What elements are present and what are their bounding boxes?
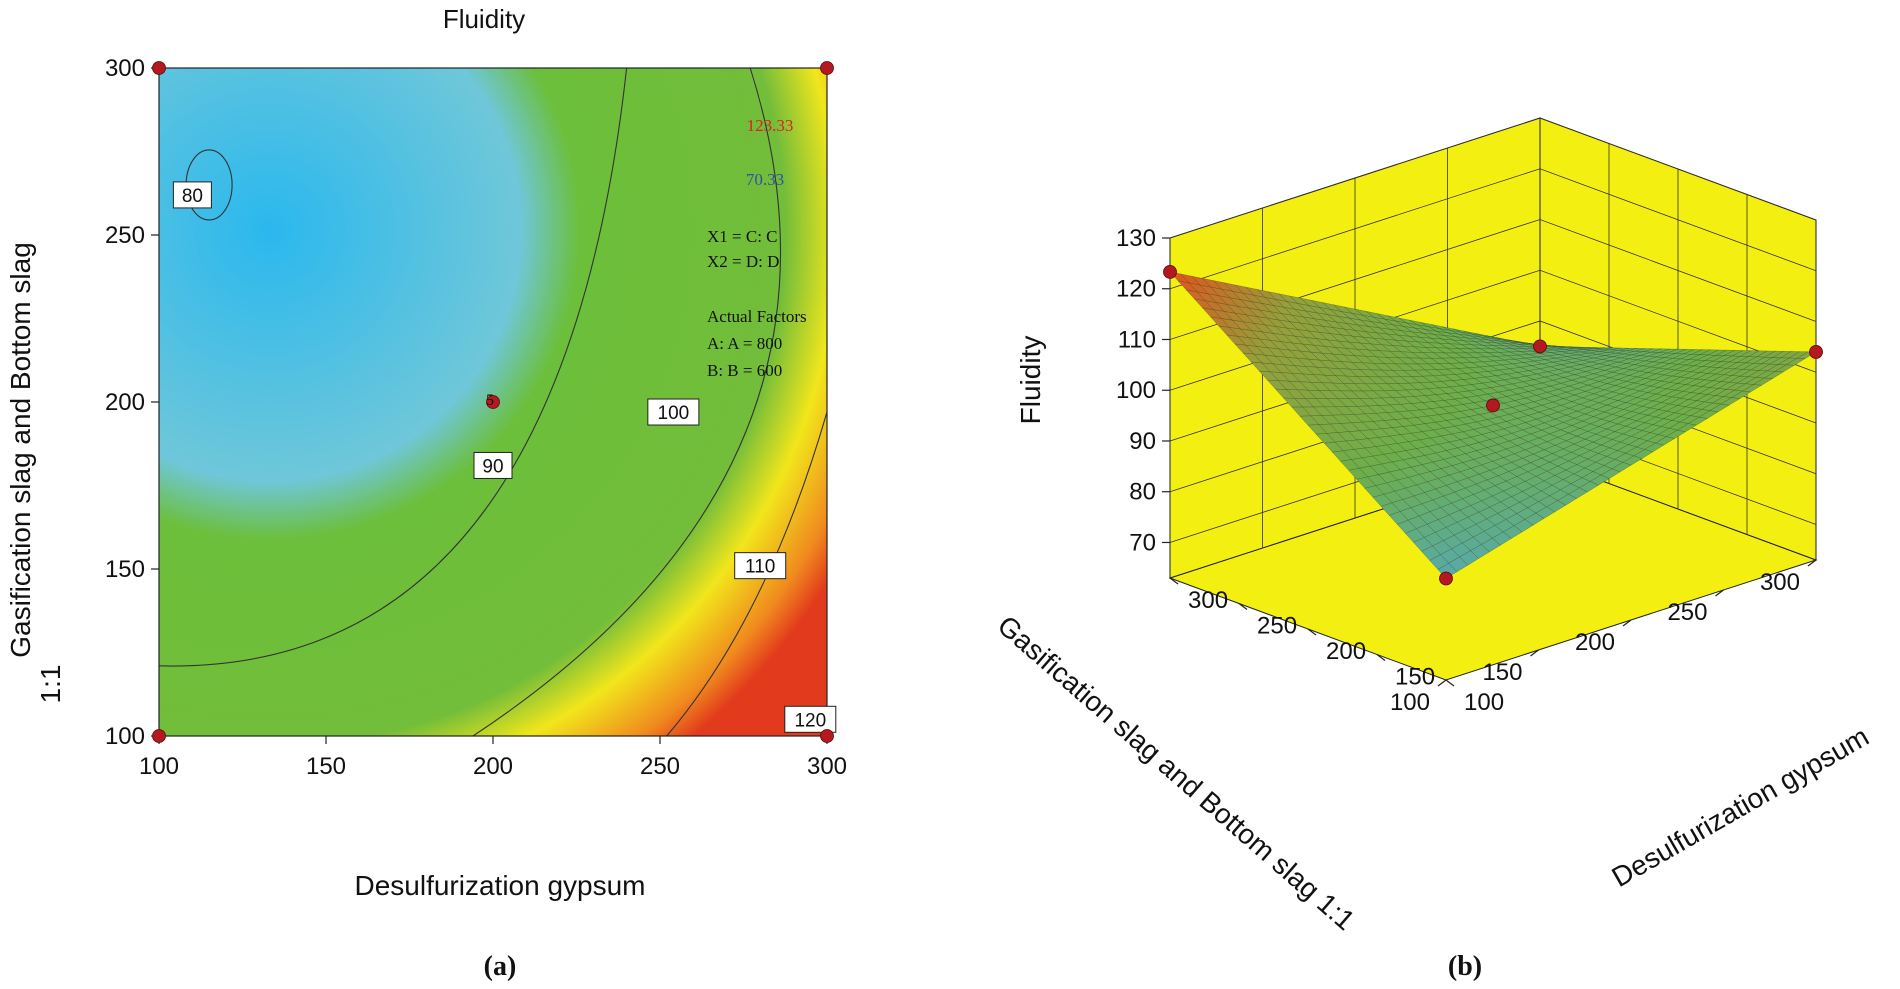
surface-plot: 7080901001101201301001502002503001001502… (992, 117, 1874, 936)
caption-a: (a) (484, 951, 517, 982)
y-tick-label-3d: 250 (1667, 599, 1707, 626)
x-tick-mark-3d (1169, 577, 1179, 585)
x-axis-label: Desulfurization gypsum (354, 870, 645, 901)
y-tick-label: 150 (105, 556, 145, 583)
z-tick-label: 100 (1116, 377, 1156, 404)
y-tick-label: 250 (105, 222, 145, 249)
contour-labels: 80 90 100 110 120 (172, 181, 837, 733)
y-axis-label-line1: Gasification slag and Bottom slag (5, 242, 36, 658)
design-point (820, 729, 834, 743)
z-gridline (1169, 117, 1817, 239)
y-tick-label: 200 (105, 389, 145, 416)
design-point-3d (1163, 264, 1177, 279)
factor-line-1: X1 = C: C (707, 227, 778, 246)
x-tick-label: 150 (306, 753, 346, 780)
contour-line-110 (666, 411, 827, 736)
x-tick-label-3d: 150 (1395, 664, 1435, 691)
contour-line-100 (472, 68, 782, 736)
range-min-label: 70.33 (746, 170, 784, 189)
design-point-3d (1486, 398, 1500, 413)
contour-label: 110 (745, 557, 775, 578)
contour-label: 120 (794, 710, 826, 731)
contour-lines (159, 68, 827, 736)
axis-ticks-3d: 7080901001101201301001502002503001001502… (1116, 225, 1817, 716)
z-tick-label: 90 (1129, 428, 1156, 455)
design-points (152, 61, 834, 743)
z-tick-label: 120 (1116, 276, 1156, 303)
contour-label-box (784, 705, 837, 733)
z-tick-label: 110 (1118, 326, 1156, 353)
design-points-3d (1163, 264, 1823, 586)
y-tick-label: 100 (105, 723, 145, 750)
x-tick-label: 100 (139, 753, 179, 780)
x-tick-label-3d: 300 (1188, 587, 1228, 614)
contour-label: 100 (658, 403, 690, 424)
y-tick-label-3d: 200 (1575, 629, 1615, 656)
design-point (820, 61, 834, 75)
contour-label-box (647, 398, 700, 426)
z-tick-label: 70 (1129, 529, 1156, 556)
z-gridline (1169, 168, 1817, 290)
y-tick-label-3d: 300 (1760, 569, 1800, 596)
x-tick-mark-3d (1445, 679, 1455, 687)
y-tick-mark-3d (1807, 559, 1817, 567)
z-axis-label: Fluidity (1015, 336, 1046, 425)
actual-factors-title: Actual Factors (707, 307, 807, 326)
x-tick-mark-3d (1238, 603, 1248, 610)
factor-line-2: X2 = D: D (707, 252, 779, 271)
x-axis-label-3d: Desulfurization gypsum (1606, 721, 1874, 893)
chart-title: Fluidity (443, 4, 525, 34)
y-tick-mark-3d (1437, 679, 1447, 687)
y-tick-label-3d: 150 (1482, 659, 1522, 686)
contour-label-box (473, 451, 513, 479)
caption-b: (b) (1448, 951, 1482, 982)
design-point (152, 61, 166, 75)
axis-ticks: 100 150 200 250 300 100 150 200 250 300 (105, 55, 847, 780)
y-tick-mark-3d (1530, 649, 1539, 657)
design-point-3d (1809, 345, 1823, 359)
x-tick-label-3d: 200 (1326, 638, 1366, 665)
contour-label-box (734, 552, 787, 580)
y-tick-label: 300 (105, 55, 145, 82)
actual-factor-b: B: B = 600 (707, 361, 782, 380)
design-point-3d (1533, 339, 1547, 354)
x-tick-mark-3d (1307, 628, 1317, 636)
y-axis-label-line2: 1:1 (35, 665, 66, 704)
x-tick-label-3d: 250 (1257, 613, 1297, 640)
y-tick-label-3d: 100 (1390, 689, 1430, 716)
x-tick-label: 300 (807, 753, 847, 780)
y-axis-label-3d: Gasification slag and Bottom slag 1:1 (992, 609, 1361, 936)
contour-label: 80 (182, 186, 203, 207)
actual-factor-a: A: A = 800 (707, 334, 782, 353)
z-tick-label: 80 (1129, 479, 1156, 506)
contour-label-box (172, 181, 212, 209)
range-max-label: 123.33 (747, 116, 794, 135)
y-tick-mark-3d (1715, 589, 1724, 597)
x-tick-label-3d: 100 (1464, 689, 1504, 716)
contour-label: 90 (482, 456, 503, 477)
contour-line-90 (159, 68, 628, 667)
x-tick-mark-3d (1376, 654, 1386, 661)
design-point (486, 395, 500, 409)
z-tick-label: 130 (1116, 225, 1156, 252)
y-tick-mark-3d (1622, 619, 1632, 627)
x-tick-label: 200 (473, 753, 513, 780)
x-tick-label: 250 (640, 753, 680, 780)
design-point-3d (1439, 571, 1453, 586)
center-point-count: 5 (486, 392, 494, 409)
design-point (152, 729, 166, 743)
response-surface (1169, 271, 1817, 579)
